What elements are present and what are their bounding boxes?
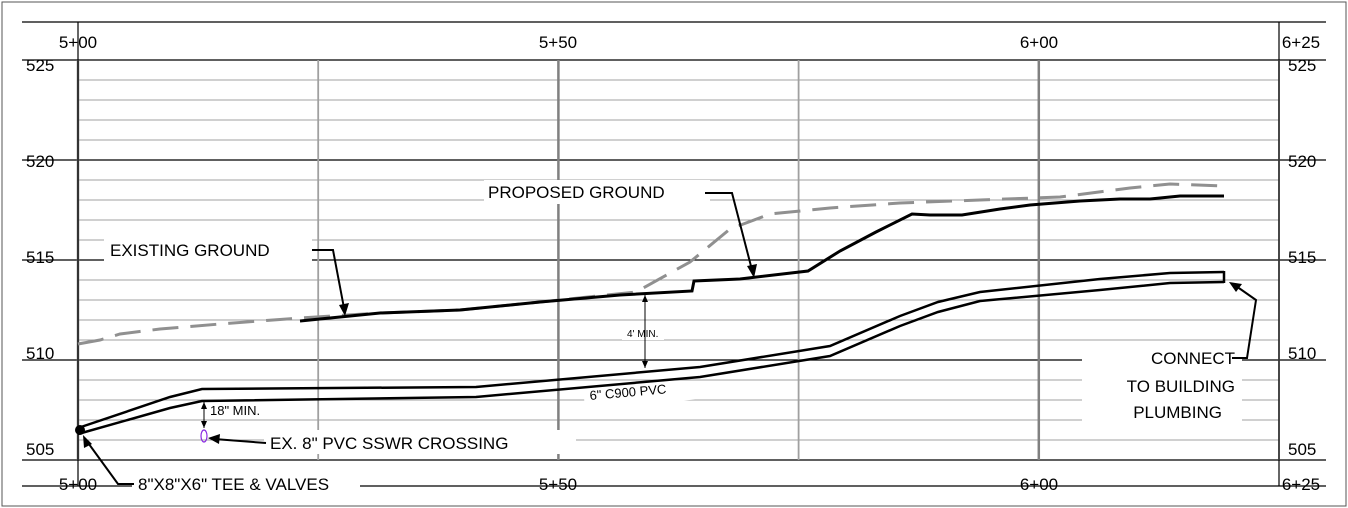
existing-ground-label: EXISTING GROUND [110,241,270,260]
elevation-label-right-520: 520 [1288,152,1316,171]
elevation-label-left-515: 515 [26,248,54,267]
callout-backing-crossing [264,430,576,454]
station-label-top-600: 6+00 [1020,33,1058,52]
tee-valves-node [75,425,85,435]
connect-label-line3: PLUMBING [1133,403,1222,422]
tee-valves-label: 8"X8"X6" TEE & VALVES [138,475,329,494]
elevation-label-right-525: 525 [1288,56,1316,75]
proposed-ground-profile [299,194,1224,323]
callout-backing-proposed [484,180,710,204]
cover-arrow-top [642,295,648,302]
existing-ground-leader [312,249,345,309]
elevation-label-right-510: 510 [1288,344,1316,363]
elevation-label-right-515: 515 [1288,248,1316,267]
callout-backing-pipe [583,380,703,410]
callout-backing-connect [1082,346,1242,424]
tee-valves-arrow [83,435,92,448]
station-label-top-625: 6+25 [1282,33,1320,52]
elevation-label-left-520: 520 [26,152,54,171]
sswr-crossing-marker [200,429,208,443]
connect-arrow [1229,282,1242,292]
connect-leader [1232,285,1258,359]
callout-backing-existing [104,238,312,262]
sswr-crossing-leader [213,438,267,444]
clearance-arrow-top [201,402,207,409]
station-label-bottom-550: 5+50 [539,475,577,494]
elevation-label-left-505: 505 [26,440,54,459]
station-label-bottom-600: 6+00 [1020,475,1058,494]
sswr-crossing-label: EX. 8" PVC SSWR CROSSING [270,434,508,453]
existing-ground-profile [77,182,1225,346]
proposed-ground-label: PROPOSED GROUND [488,183,665,202]
station-label-top-500: 5+00 [59,33,97,52]
connect-label-line2: TO BUILDING [1127,377,1235,396]
tee-valves-leader [85,439,134,485]
existing-ground-arrow [339,303,349,316]
station-label-bottom-625: 6+25 [1282,475,1320,494]
elevation-label-right-505: 505 [1288,440,1316,459]
elevation-label-left-525: 525 [26,56,54,75]
sswr-crossing-arrow [208,434,220,444]
cover-arrow-bottom [642,361,648,368]
pipe-bottom-line [77,280,1225,436]
callout-backing-clearance [208,403,270,417]
proposed-ground-arrow [747,264,757,278]
pipe-label: 6" C900 PVC [589,381,667,403]
elevation-label-left-510: 510 [26,344,54,363]
callout-backing-tee [132,474,360,498]
station-label-top-550: 5+50 [539,33,577,52]
proposed-ground-leader [705,192,753,271]
pipe-top-line [77,270,1225,430]
callout-backing-mincover [622,326,664,340]
station-label-bottom-500: 5+00 [59,475,97,494]
min-cover-label: 4' MIN. [627,329,658,340]
clearance-label: 18" MIN. [210,403,260,418]
connect-label-line1: CONNECT [1151,349,1235,368]
clearance-arrow-bottom [201,421,207,428]
